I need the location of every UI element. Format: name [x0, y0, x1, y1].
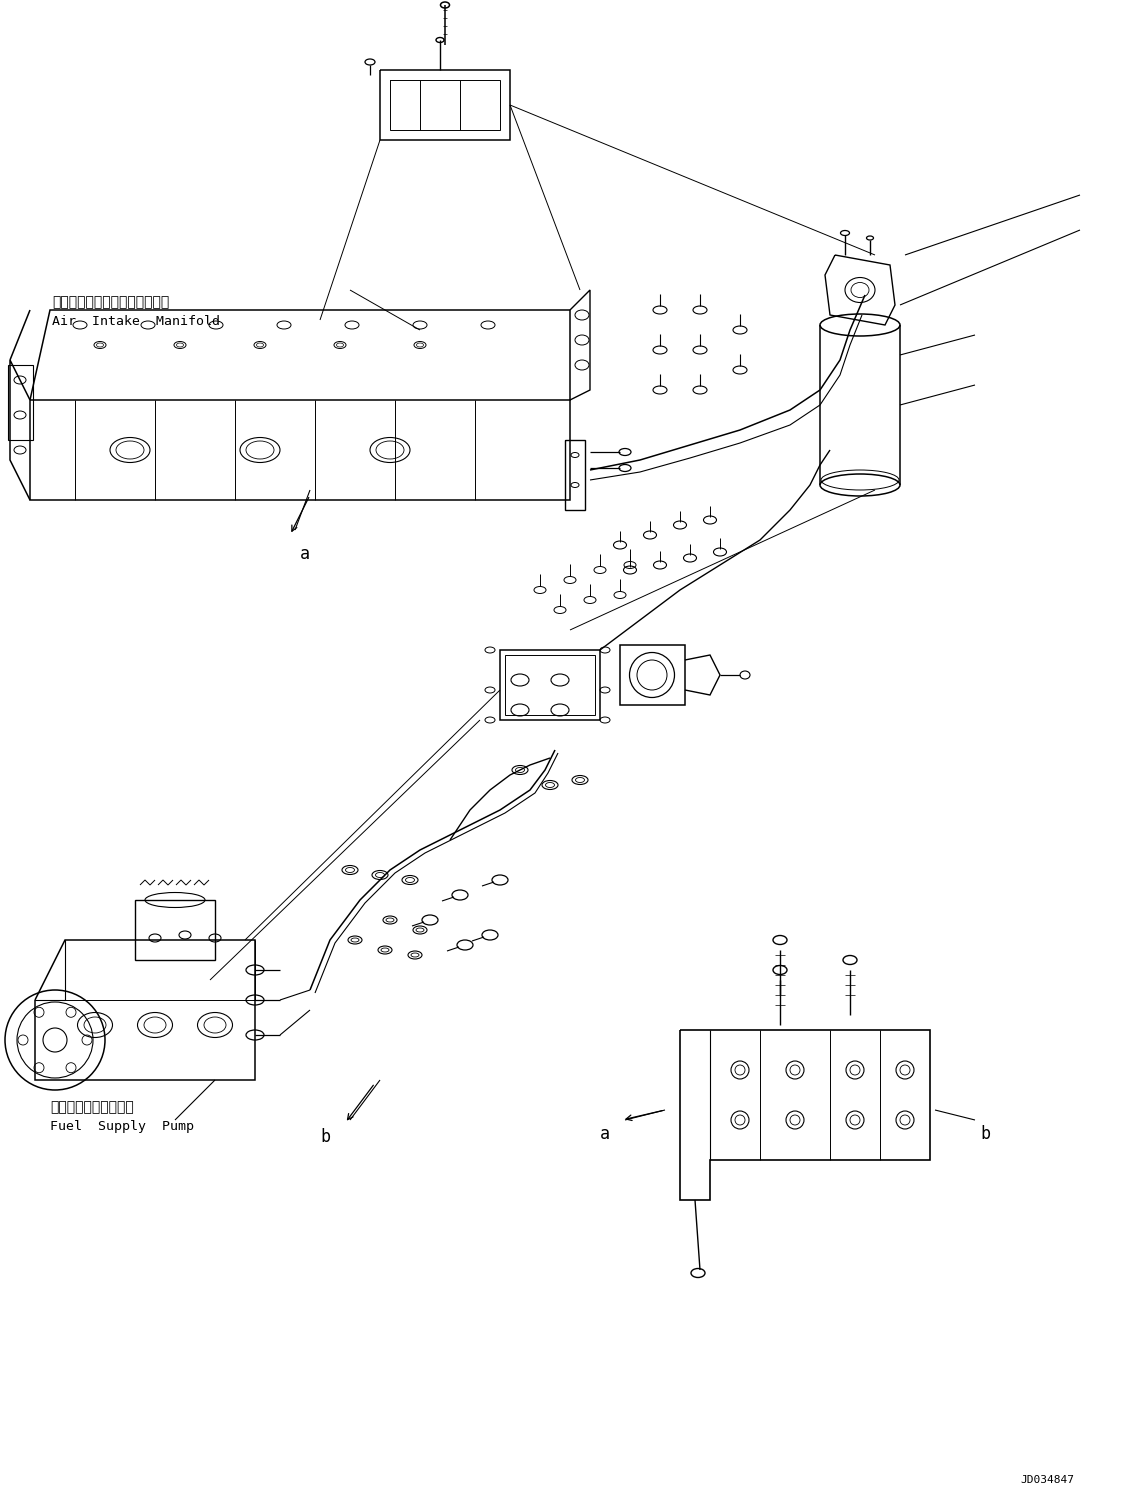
Text: Fuel  Supply  Pump: Fuel Supply Pump — [50, 1120, 194, 1132]
Text: エアーインテークマニホールド: エアーインテークマニホールド — [52, 295, 170, 309]
Text: フェルサプライポンプ: フェルサプライポンプ — [50, 1100, 134, 1115]
Text: JD034847: JD034847 — [1020, 1476, 1074, 1485]
Bar — [8, 366, 33, 440]
Text: Air  Intake  Manifold: Air Intake Manifold — [52, 315, 220, 328]
Bar — [620, 645, 685, 706]
Bar — [500, 651, 601, 721]
Bar — [135, 900, 215, 959]
Text: b: b — [980, 1125, 990, 1143]
Text: a: a — [601, 1125, 610, 1143]
Text: a: a — [300, 545, 311, 562]
Bar — [505, 655, 595, 715]
Text: b: b — [320, 1128, 330, 1146]
